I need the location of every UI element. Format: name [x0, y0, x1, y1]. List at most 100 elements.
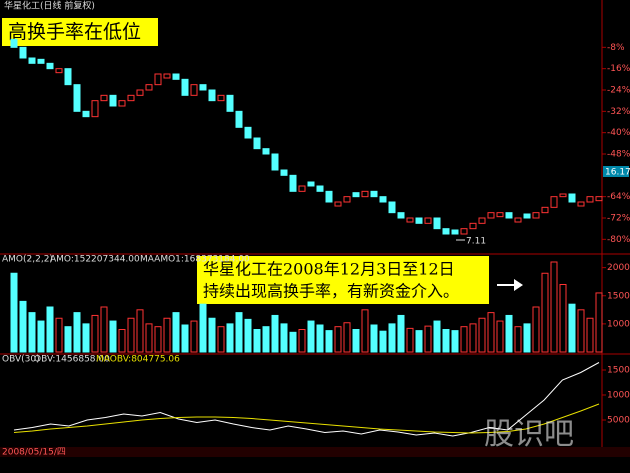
candle-body	[235, 110, 243, 128]
date-label: 2008/05/15/四	[2, 448, 66, 458]
pane-title: AMO(2,2,2)	[2, 255, 53, 265]
volume-bar	[442, 329, 450, 353]
pane-stat: MAAMO1:168373184.00	[140, 255, 250, 265]
candle-body	[334, 201, 342, 207]
volume-bar	[451, 330, 459, 353]
candle-body	[19, 46, 27, 59]
candle-body	[388, 201, 396, 214]
candle-body	[442, 228, 450, 235]
candle-body	[181, 78, 189, 96]
candle-body	[559, 193, 567, 198]
header: 华星化工(日线 前复权)	[4, 0, 95, 12]
volume-bar	[244, 318, 252, 353]
volume-bar	[73, 312, 81, 353]
volume-bar	[595, 292, 603, 353]
volume-bar	[343, 322, 351, 353]
candle-body	[163, 73, 171, 79]
y-tick-label: -64%	[607, 192, 630, 202]
candle-body	[586, 196, 594, 203]
volume-bar	[469, 323, 477, 353]
candle-body	[289, 174, 297, 192]
candle-body	[244, 126, 252, 139]
y-tick-label: 15000	[607, 366, 630, 376]
volume-bar	[181, 324, 189, 353]
candle-body	[271, 153, 279, 171]
volume-bar	[424, 325, 432, 353]
candle-body	[109, 94, 117, 107]
candle-body	[136, 89, 144, 96]
volume-bar	[37, 320, 45, 353]
annotation: 华星化工在2008年12月3日至12日	[203, 260, 455, 279]
candle-body	[595, 196, 603, 202]
candle-body	[523, 213, 531, 219]
volume-bar	[352, 329, 360, 353]
candle-body	[298, 185, 306, 192]
candle-body	[433, 217, 441, 230]
volume-bar	[289, 331, 297, 353]
price-tag-box	[603, 166, 629, 177]
candle-body	[370, 190, 378, 198]
y-tick-label: 20000	[607, 263, 630, 273]
volume-bar	[190, 320, 198, 353]
candle-body	[91, 100, 99, 118]
annotation-box	[2, 18, 158, 46]
candle-body	[190, 84, 198, 96]
candle-body	[154, 73, 162, 86]
candle-body	[514, 217, 522, 223]
volume-bar	[235, 312, 243, 353]
candle-body	[505, 212, 513, 219]
volume-bar	[127, 317, 135, 353]
pane-title: OBV(30)	[2, 355, 40, 365]
candle-body	[100, 94, 108, 102]
candle-body	[46, 62, 54, 70]
volume-bar	[145, 323, 153, 353]
y-tick-label: -32%	[607, 107, 630, 117]
volume-bar	[505, 314, 513, 353]
volume-bar	[577, 309, 585, 353]
candle-body	[55, 68, 63, 74]
candle-body	[226, 94, 234, 112]
candle-body	[379, 196, 387, 203]
y-tick-label: -80%	[607, 235, 630, 245]
y-tick-label: 5000	[607, 416, 630, 426]
annotation: 持续出现高换手率，有新资金介入。	[203, 282, 459, 301]
candle-body	[487, 212, 495, 219]
volume-bar	[280, 323, 288, 353]
volume-bar	[496, 320, 504, 353]
candle-body	[460, 228, 468, 235]
candle-body	[397, 212, 405, 219]
candle-body	[307, 181, 315, 187]
volume-bar	[298, 329, 306, 353]
annotation-box	[197, 256, 489, 304]
volume-bar	[199, 303, 207, 353]
line-series	[13, 403, 600, 434]
volume-bar	[406, 327, 414, 353]
volume-bar	[415, 330, 423, 353]
candle-body	[541, 206, 549, 214]
candle-body	[64, 68, 72, 86]
candle-body	[469, 222, 477, 230]
volume-bar	[397, 314, 405, 353]
candle-body	[361, 190, 369, 198]
volume-bar	[586, 317, 594, 353]
candle-body	[262, 148, 270, 155]
volume-bar	[478, 317, 486, 353]
volume-bar	[163, 317, 171, 353]
volume-bar	[316, 324, 324, 353]
pane-stat: AMO:152207344.00	[50, 255, 140, 265]
volume-bar	[154, 326, 162, 353]
volume-bar	[82, 323, 90, 353]
y-tick-label: -40%	[607, 128, 630, 138]
candle-body	[208, 89, 216, 102]
volume-bar	[379, 330, 387, 353]
volume-bar	[361, 309, 369, 353]
y-tick-label: -24%	[607, 86, 630, 96]
candle-body	[343, 196, 351, 203]
y-tick-label: 10000	[607, 391, 630, 401]
y-tick-label: -16%	[607, 64, 630, 74]
candle-body	[316, 185, 324, 192]
volume-bar	[46, 306, 54, 353]
candle-body	[253, 137, 261, 150]
